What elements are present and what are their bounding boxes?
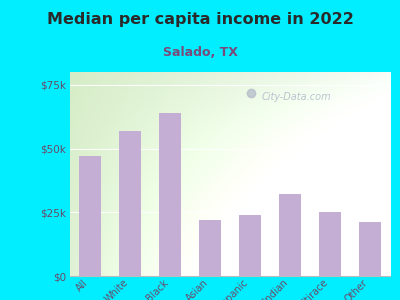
Bar [279,194,301,276]
Text: City-Data.com: City-Data.com [262,92,332,102]
Bar [199,220,221,276]
Bar [359,222,381,276]
Text: Median per capita income in 2022: Median per capita income in 2022 [46,12,354,27]
Bar [159,113,181,276]
Text: Salado, TX: Salado, TX [162,46,238,59]
Bar [79,156,101,276]
Bar [119,130,141,276]
Bar [319,212,341,276]
Bar [239,215,261,276]
